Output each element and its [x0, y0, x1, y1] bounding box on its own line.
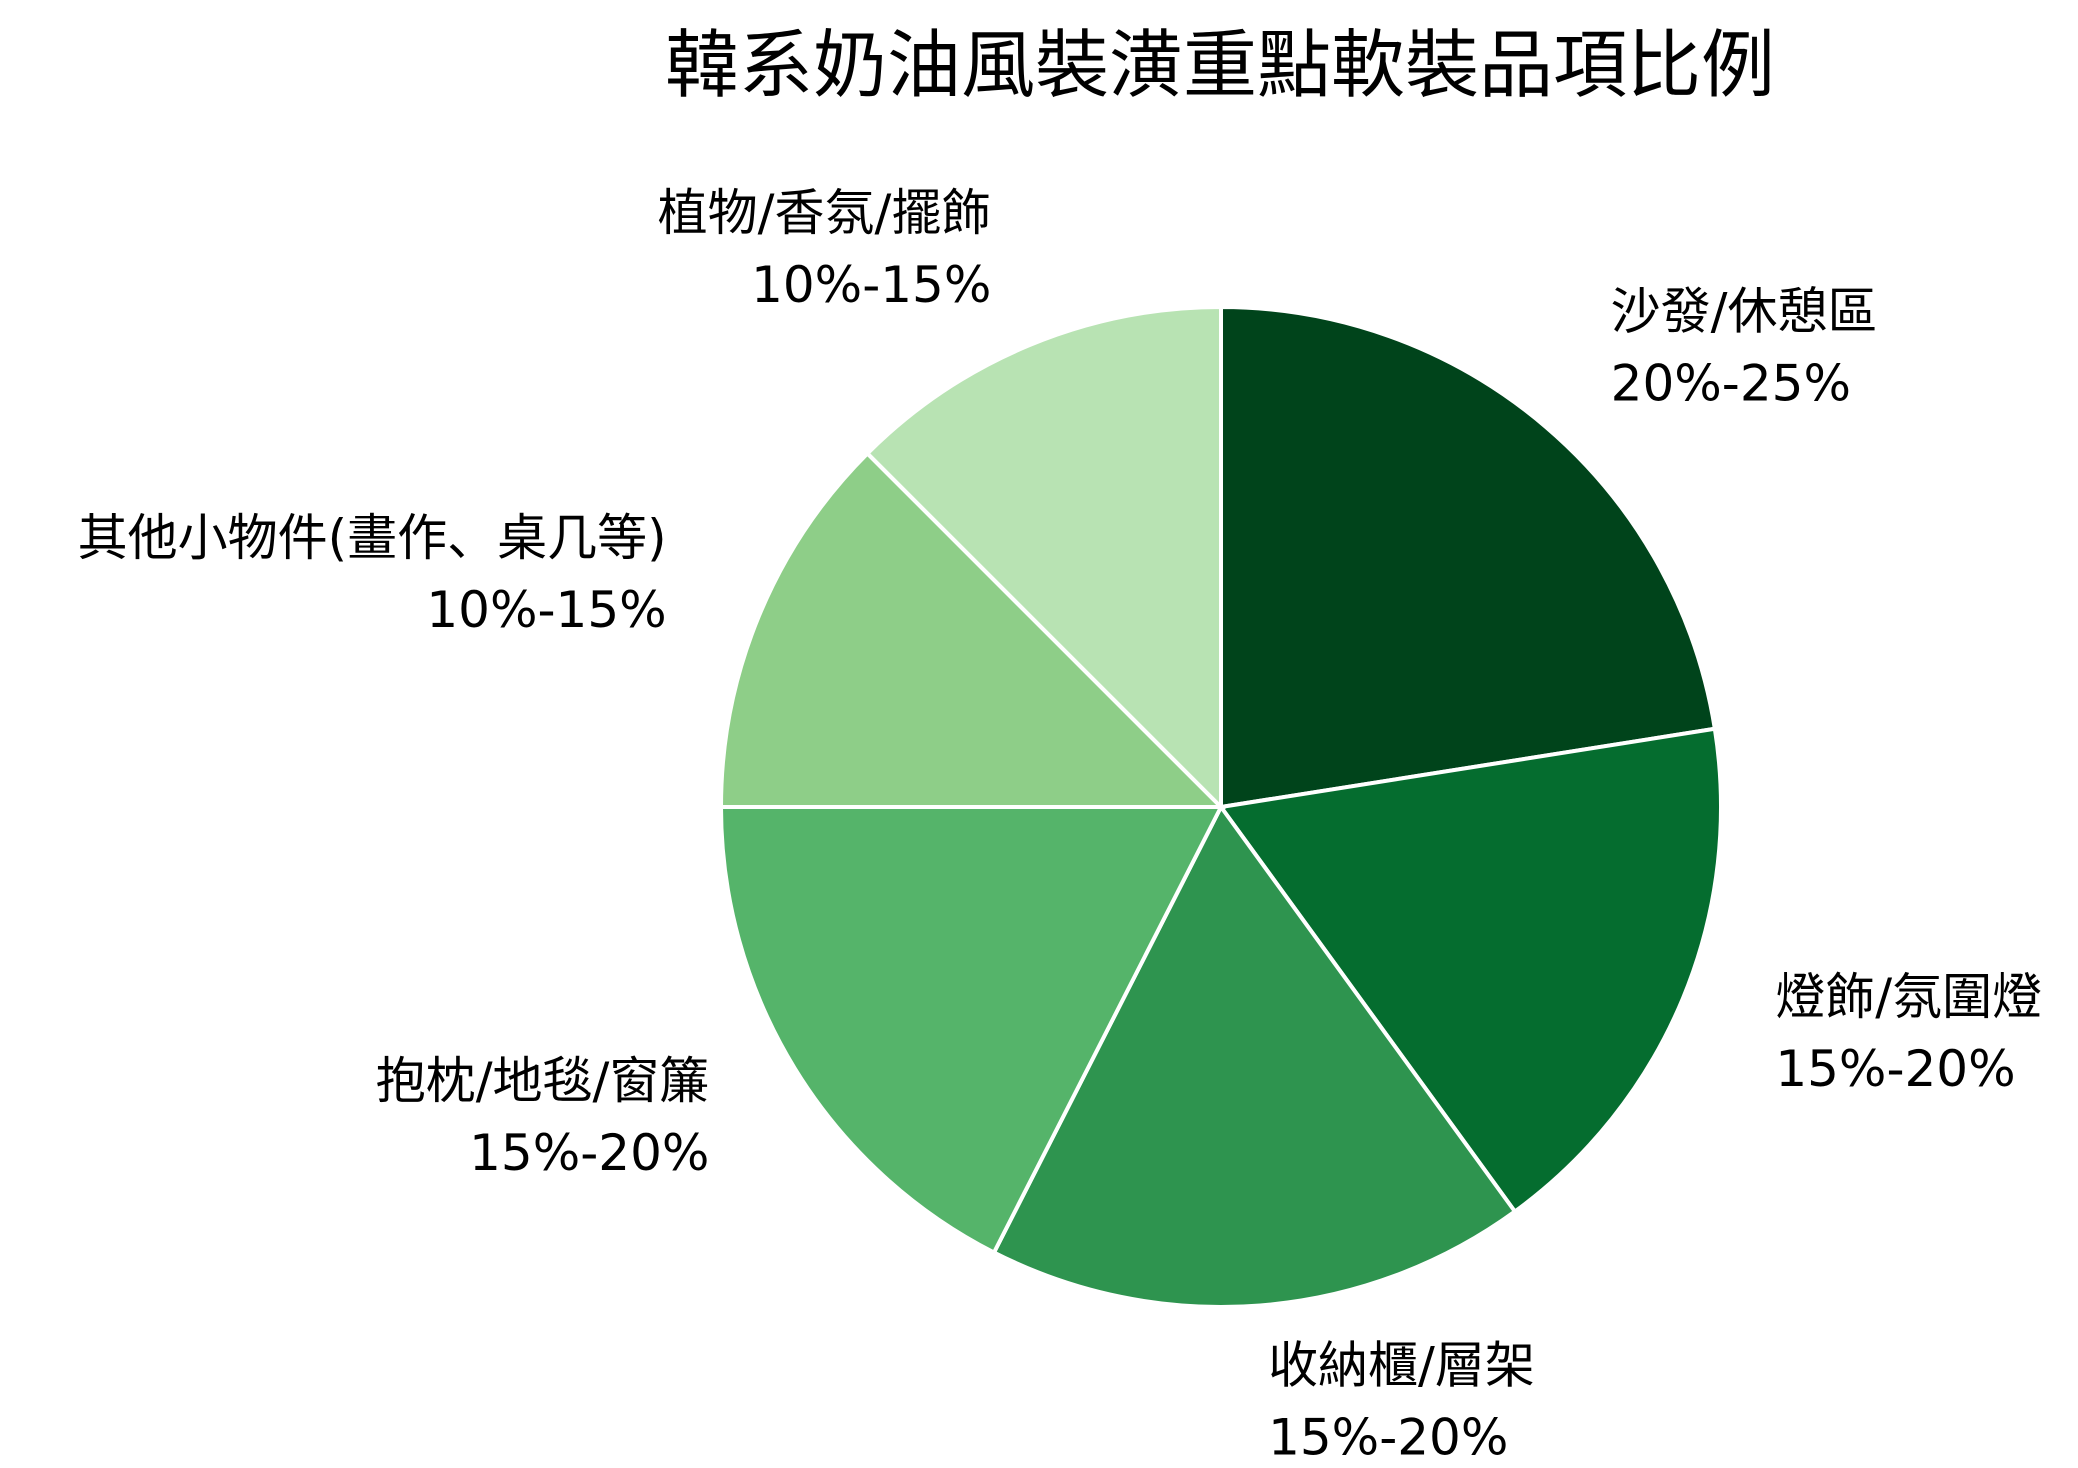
pie-slice [718, 805, 1225, 1256]
slice-label: 植物/香氛/擺飾 [658, 184, 992, 242]
slice-label: 沙發/休憩區 [1611, 282, 1878, 340]
pie-slice [991, 803, 1518, 1309]
pie-slice [1217, 726, 1723, 1215]
pie-slice [864, 304, 1223, 812]
slice-label: 燈飾/氛圍燈 [1775, 968, 2042, 1026]
slice-value-label: 15%-20% [469, 1124, 709, 1182]
slice-value-label: 15%-20% [1775, 1040, 2015, 1098]
slice-label: 抱枕/地毯/窗簾 [376, 1052, 710, 1110]
slice-value-label: 10%-15% [426, 581, 666, 639]
slice-label: 其他小物件(畫作、桌几等) [78, 509, 667, 567]
slice-value-label: 10%-15% [751, 256, 991, 314]
slice-label: 收納櫃/層架 [1268, 1337, 1535, 1395]
pie-slice [1219, 304, 1718, 810]
slice-value-label: 20%-25% [1611, 354, 1851, 412]
chart-title: 韓系奶油風裝潢重點軟裝品項比例 [665, 23, 1775, 109]
slice-value-label: 15%-20% [1268, 1409, 1508, 1467]
pie-slice [718, 450, 1226, 809]
